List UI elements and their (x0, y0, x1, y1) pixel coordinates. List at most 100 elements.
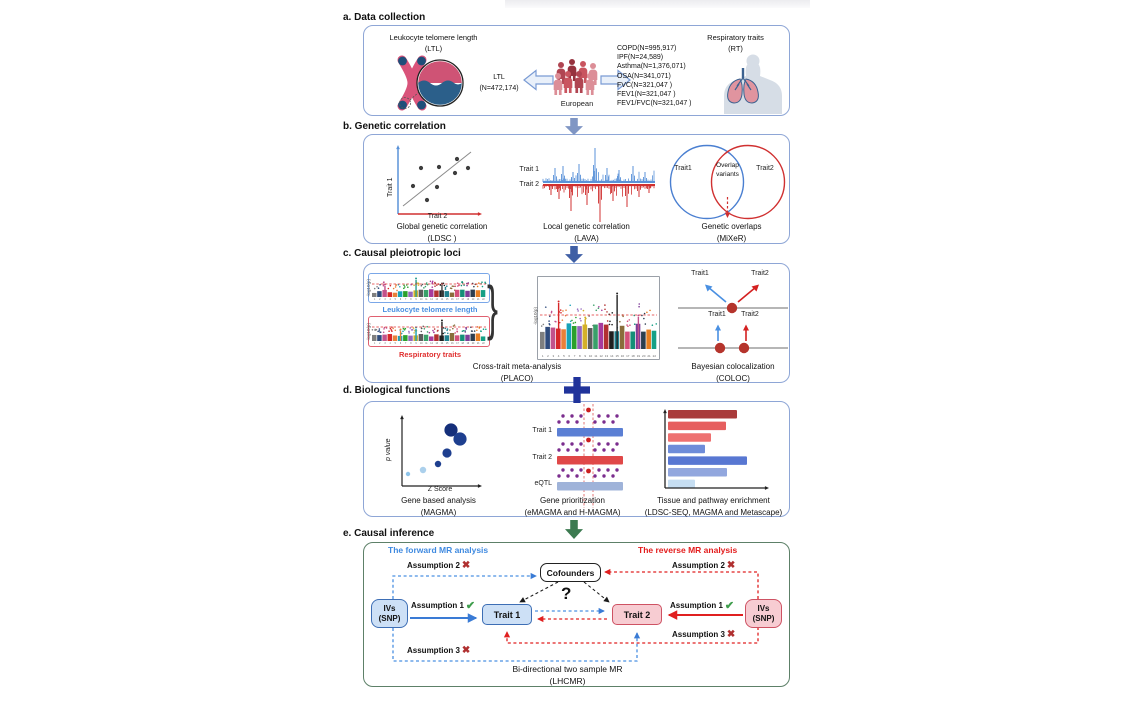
list-item: OSA(N=341,071) (617, 72, 671, 80)
rt-manhattan-label: Respiratory traits (398, 350, 462, 359)
ltl-manhattan-label: Leukocyte telomere length (382, 305, 478, 314)
list-item: IPF(N=24,589) (617, 54, 664, 62)
reverse-assumption2-label: Assumption 2 ✖ (672, 559, 736, 571)
panel-c-title: c. Causal pleiotropic loci (343, 248, 461, 259)
panel-a-title: a. Data collection (343, 12, 426, 23)
top-artifact-strip (505, 0, 810, 8)
svg-text:21: 21 (647, 354, 651, 358)
magma-y-label: p value (385, 438, 392, 461)
caption-coloc: Bayesian colocalization (COLOC) (691, 362, 775, 383)
rt-manhattan-plot: 1 2 3 4 5 6 7 8 9 10 11 12 13 14 15 16 17 18 19 20 21 22 (371, 319, 487, 345)
svg-text:3: 3 (384, 343, 386, 345)
down-arrow-icon (565, 246, 583, 263)
gene-prioritization-plot (557, 404, 623, 508)
forward-assumption3-path (392, 628, 641, 662)
cross-icon: ✖ (461, 644, 471, 656)
forward-assumption2-label: Assumption 2 ✖ (407, 559, 471, 571)
coloc-trait2-top-label: Trait2 (751, 270, 769, 277)
chromosome-telomere-icon (397, 55, 464, 111)
svg-text:3: 3 (552, 354, 554, 358)
forward-assumption2-path (392, 572, 537, 599)
svg-text:9: 9 (415, 299, 417, 301)
venn-overlap-label: Overlap variants (716, 162, 739, 178)
caption-ldsc: Global genetic correlation (LDSC ) (396, 222, 488, 243)
svg-text:6: 6 (400, 299, 402, 301)
svg-text:22: 22 (482, 343, 485, 345)
svg-text:14: 14 (441, 299, 444, 301)
svg-text:12: 12 (599, 354, 603, 358)
svg-text:9: 9 (415, 343, 417, 345)
svg-text:21: 21 (477, 299, 480, 301)
magma-bubble-plot (400, 415, 482, 488)
svg-text:13: 13 (435, 299, 438, 301)
svg-text:17: 17 (626, 354, 630, 358)
ltl-sample-size: LTL (N=472,174) (479, 74, 519, 92)
hollow-right-arrow-icon (600, 69, 631, 91)
prior-eqtl-label: eQTL (534, 480, 552, 487)
svg-text:1: 1 (374, 299, 376, 301)
svg-text:8: 8 (410, 343, 412, 345)
caption-lava: Local genetic correlation (LAVA) (543, 222, 630, 243)
svg-text:3: 3 (384, 299, 386, 301)
down-arrow-icon (565, 520, 583, 539)
forward-assumption1-label: Assumption 1 ✔ (411, 599, 476, 612)
svg-text:20: 20 (472, 299, 475, 301)
coloc-trait2-mid-label: Trait2 (741, 311, 759, 318)
svg-text:9: 9 (584, 354, 586, 358)
panel-b-box (363, 134, 790, 244)
caption-tissue: Tissue and pathway enrichment (LDSC-SEQ, … (644, 496, 783, 517)
svg-text:12: 12 (430, 343, 433, 345)
ivs-snp-box-reverse: IVs (SNP) (745, 599, 782, 628)
confounder-to-trait1-path (519, 581, 559, 603)
lava-trait1-label: Trait 1 (519, 166, 539, 173)
placo-manhattan-plot: 1 2 3 4 5 6 7 8 9 10 11 12 13 14 15 16 17 18 19 20 21 22 (540, 292, 658, 358)
svg-text:17: 17 (456, 343, 459, 345)
mixer-venn-diagram (669, 144, 786, 220)
svg-text:1: 1 (542, 354, 544, 358)
svg-text:12: 12 (430, 299, 433, 301)
svg-text:5: 5 (563, 354, 565, 358)
svg-text:2: 2 (379, 343, 381, 345)
svg-text:2: 2 (379, 299, 381, 301)
reverse-assumption3-label: Assumption 3 ✖ (672, 628, 736, 640)
caption-placo: Cross-trait meta-analysis (PLACO) (472, 362, 562, 383)
svg-text:22: 22 (653, 354, 657, 358)
svg-text:18: 18 (461, 299, 464, 301)
svg-text:15: 15 (615, 354, 619, 358)
panel-b-title: b. Genetic correlation (343, 121, 446, 132)
svg-text:15: 15 (446, 299, 449, 301)
caption-lhcmr: Bi-directional two sample MR (LHCMR) (512, 664, 623, 686)
curly-brace: } (487, 274, 499, 341)
svg-text:7: 7 (405, 343, 407, 345)
tissue-enrichment-bar-chart (663, 409, 769, 490)
manhattan-y-axis-label: -log10(p) (366, 322, 371, 341)
svg-text:22: 22 (482, 299, 485, 301)
svg-text:8: 8 (579, 354, 581, 358)
caption-mixer: Genetic overlaps (MiXeR) (701, 222, 762, 243)
caption-magma: Gene based analysis (MAGMA) (401, 496, 476, 517)
svg-text:20: 20 (642, 354, 646, 358)
svg-text:18: 18 (461, 343, 464, 345)
svg-text:7: 7 (405, 299, 407, 301)
svg-text:19: 19 (467, 343, 470, 345)
manhattan-y-axis-label: -log10(p) (366, 278, 371, 297)
lava-local-correlation-plot (542, 148, 655, 222)
lava-trait2-label: Trait 2 (519, 181, 539, 188)
coloc-trait1-top-label: Trait1 (691, 270, 709, 277)
svg-text:11: 11 (425, 299, 428, 301)
svg-text:5: 5 (395, 343, 397, 345)
list-item: Asthma(N=1,376,071) (617, 63, 686, 71)
ltl-heading: Leukocyte telomere length (LTL) (389, 33, 478, 53)
svg-text:2: 2 (547, 354, 549, 358)
svg-text:16: 16 (451, 343, 454, 345)
ivs-snp-box-forward: IVs (SNP) (371, 599, 408, 628)
svg-text:1: 1 (374, 343, 376, 345)
svg-text:14: 14 (441, 343, 444, 345)
svg-text:6: 6 (568, 354, 570, 358)
svg-text:20: 20 (472, 343, 475, 345)
confounder-to-trait2-path (583, 581, 610, 603)
svg-text:14: 14 (610, 354, 614, 358)
trait2-box: Trait 2 (612, 604, 662, 625)
svg-text:7: 7 (574, 354, 576, 358)
rt-cohort-list: COPD(N=995,917) IPF(N=24,589) Asthma(N=1… (617, 44, 692, 108)
